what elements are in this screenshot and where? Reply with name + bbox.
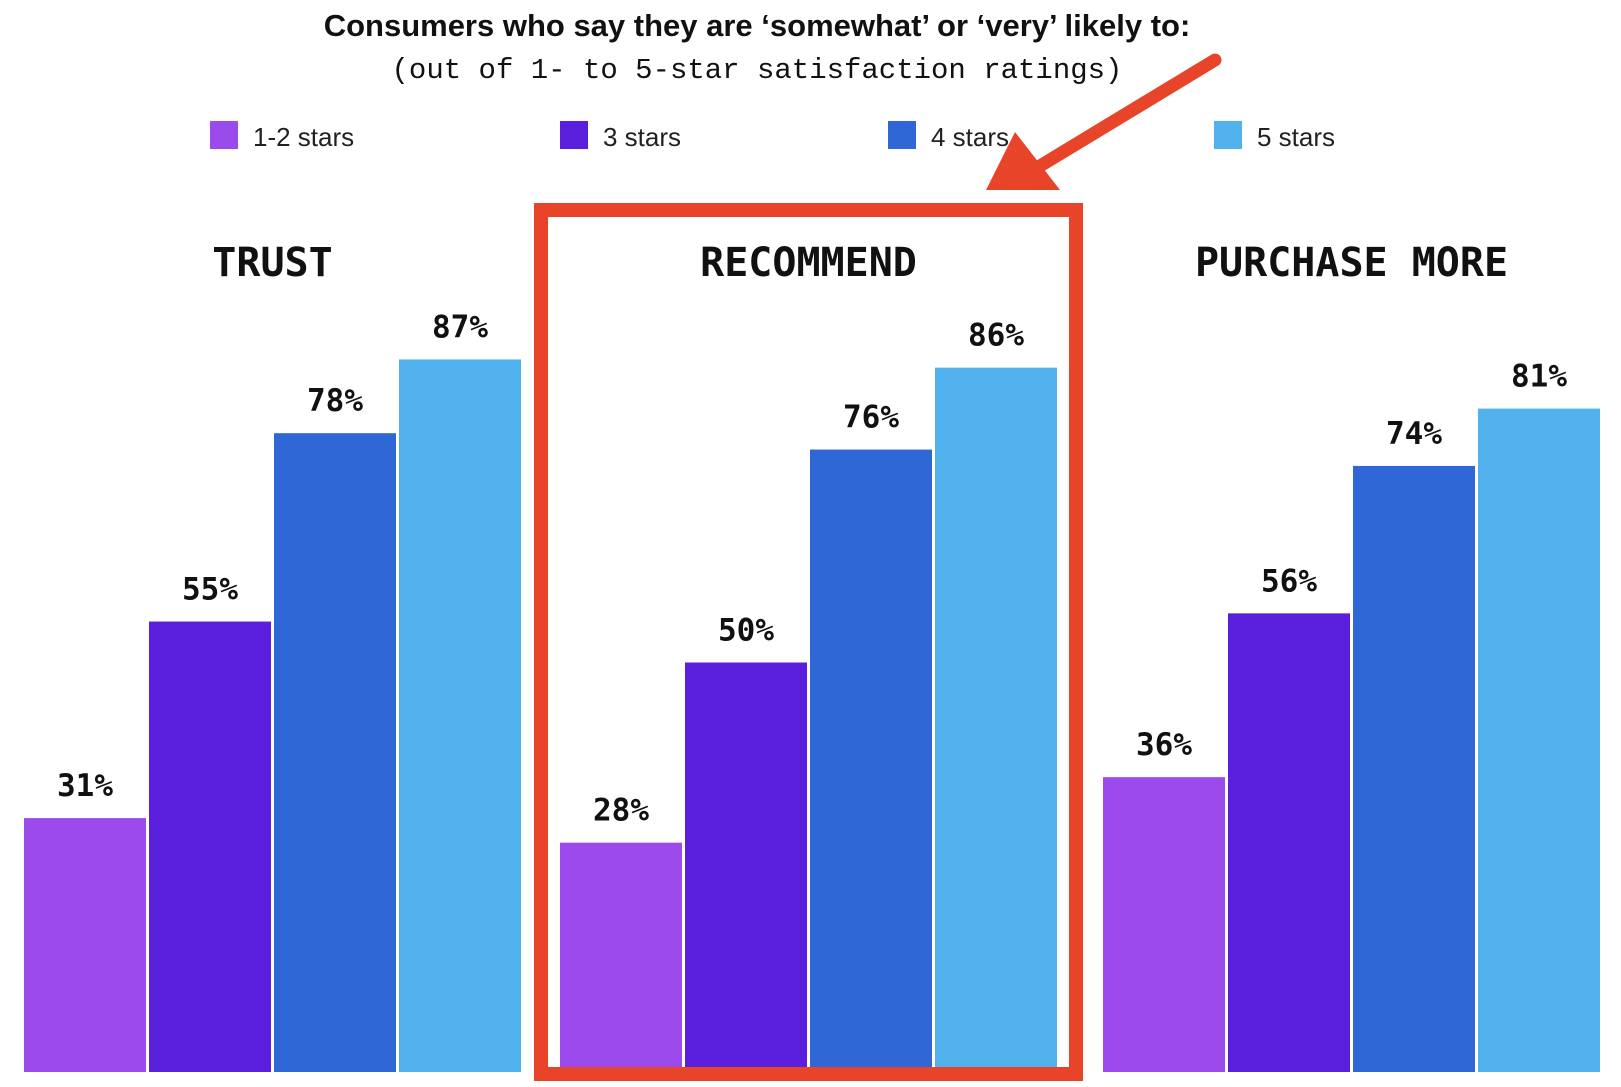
- bar-recommend-4-stars: [810, 449, 932, 1072]
- legend-item-3-stars: 3 stars: [560, 121, 681, 152]
- legend: 1-2 stars 3 stars 4 stars 5 stars: [210, 121, 1335, 152]
- bar-trust-5-stars: [399, 359, 521, 1073]
- value-label-trust-3-stars: 55%: [182, 572, 238, 608]
- panel-trust: TRUST 31% 55% 78% 87%: [24, 240, 521, 1073]
- legend-swatch: [560, 121, 588, 149]
- panel-purchase-more: PURCHASE MORE 36% 56% 74% 81%: [1103, 240, 1600, 1072]
- bar-purchase-more-3-stars: [1228, 613, 1350, 1072]
- value-label-purchase-more-5-stars: 81%: [1511, 359, 1567, 395]
- value-label-purchase-more-4-stars: 74%: [1386, 416, 1442, 452]
- legend-item-1-2-stars: 1-2 stars: [210, 121, 354, 152]
- value-label-trust-1-2-stars: 31%: [57, 768, 113, 804]
- legend-swatch: [1214, 121, 1242, 149]
- chart-panels: TRUST 31% 55% 78% 87% RECOMMEND 28% 50% 76% 86% PU…: [24, 240, 1600, 1073]
- bar-trust-4-stars: [274, 433, 396, 1072]
- panel-title-recommend: RECOMMEND: [700, 240, 917, 286]
- bar-purchase-more-4-stars: [1353, 465, 1475, 1072]
- bar-recommend-5-stars: [935, 367, 1057, 1072]
- panel-title-purchase-more: PURCHASE MORE: [1195, 240, 1508, 286]
- bar-purchase-more-5-stars: [1478, 408, 1600, 1072]
- bar-recommend-3-stars: [685, 662, 807, 1072]
- legend-label: 5 stars: [1257, 122, 1335, 152]
- value-label-recommend-1-2-stars: 28%: [593, 793, 649, 829]
- value-label-recommend-3-stars: 50%: [718, 613, 774, 649]
- highlight-box: [534, 203, 1083, 1081]
- legend-item-4-stars: 4 stars: [888, 121, 1009, 152]
- legend-label: 4 stars: [931, 122, 1009, 152]
- bar-trust-3-stars: [149, 621, 271, 1072]
- legend-item-5-stars: 5 stars: [1214, 121, 1335, 152]
- legend-swatch: [210, 121, 238, 149]
- value-label-trust-4-stars: 78%: [307, 383, 363, 419]
- bar-recommend-1-2-stars: [560, 842, 682, 1072]
- chart-title: Consumers who say they are ‘somewhat’ or…: [324, 8, 1191, 43]
- chart-subtitle: (out of 1- to 5-star satisfaction rating…: [392, 54, 1123, 87]
- bar-trust-1-2-stars: [24, 818, 146, 1072]
- panel-recommend: RECOMMEND 28% 50% 76% 86%: [560, 240, 1057, 1072]
- value-label-purchase-more-3-stars: 56%: [1261, 563, 1317, 599]
- value-label-trust-5-stars: 87%: [432, 309, 488, 345]
- legend-label: 1-2 stars: [253, 122, 354, 152]
- value-label-purchase-more-1-2-stars: 36%: [1136, 727, 1192, 763]
- legend-swatch: [888, 121, 916, 149]
- panel-title-trust: TRUST: [212, 240, 332, 286]
- legend-label: 3 stars: [603, 122, 681, 152]
- bar-purchase-more-1-2-stars: [1103, 777, 1225, 1072]
- value-label-recommend-4-stars: 76%: [843, 400, 899, 436]
- value-label-recommend-5-stars: 86%: [968, 318, 1024, 354]
- highlight-annotation: [534, 53, 1222, 1081]
- highlight-arrow-shaft: [1023, 53, 1222, 179]
- highlight-arrow-head: [986, 132, 1060, 190]
